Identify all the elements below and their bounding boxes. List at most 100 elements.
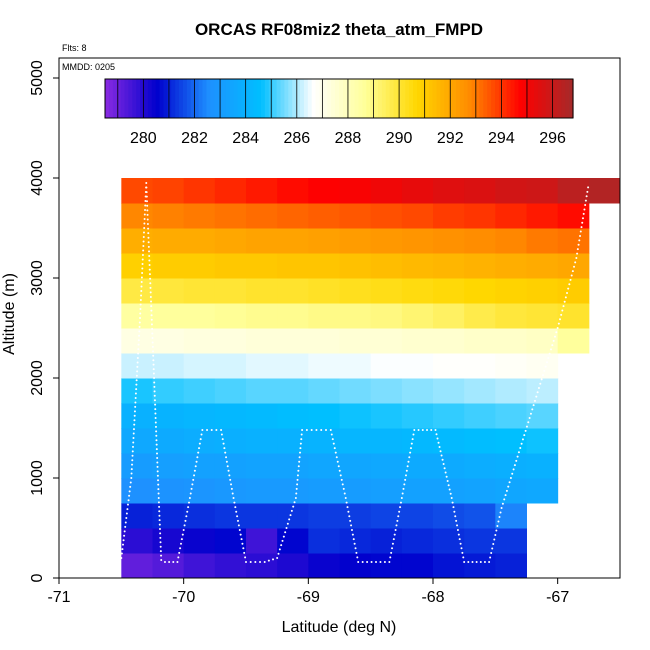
heatmap-cell	[401, 528, 434, 554]
track-point	[154, 403, 157, 406]
track-point	[155, 448, 158, 451]
colorbar-strip	[108, 79, 114, 118]
track-point	[159, 550, 162, 553]
track-point	[149, 295, 152, 298]
track-point	[563, 300, 566, 303]
heatmap-cell	[557, 303, 590, 329]
colorbar-strip	[300, 79, 305, 118]
track-point	[120, 557, 123, 559]
track-point	[184, 519, 187, 522]
track-point	[193, 469, 196, 472]
track-point	[129, 481, 132, 484]
colorbar-strip	[405, 79, 410, 118]
heatmap-cell	[308, 503, 340, 529]
track-point	[460, 547, 463, 550]
track-point	[345, 501, 348, 504]
heatmap-cell	[557, 203, 590, 229]
track-point	[577, 243, 580, 246]
track-point	[140, 276, 143, 279]
track-point	[152, 363, 155, 366]
track-point	[235, 510, 238, 513]
track-point	[491, 547, 494, 550]
y-tick-label: 5000	[29, 60, 46, 96]
heatmap-cell	[277, 178, 309, 204]
heatmap-cell	[214, 428, 247, 454]
heatmap-cell	[464, 328, 496, 354]
heatmap-cell	[464, 228, 496, 254]
colorbar-strip	[452, 79, 457, 118]
track-point	[135, 388, 138, 391]
colorbar-strip	[491, 79, 496, 118]
colorbar: 280 282 284 286 288 290 292 294 296	[104, 78, 574, 147]
heatmap-cell	[152, 503, 185, 529]
track-point	[134, 397, 137, 399]
track-point	[451, 501, 454, 504]
colorbar-tick-label: 290	[386, 130, 413, 147]
colorbar-strip	[194, 79, 200, 118]
heatmap-cell	[214, 503, 247, 529]
track-point	[567, 287, 570, 290]
track-point	[132, 428, 135, 431]
track-point	[143, 213, 146, 216]
track-point	[154, 412, 157, 415]
track-point	[351, 533, 354, 536]
colorbar-strip	[475, 79, 480, 118]
track-point	[195, 460, 198, 463]
track-point	[201, 429, 204, 431]
heatmap-cell	[339, 403, 372, 429]
track-point	[450, 497, 453, 499]
track-point	[150, 323, 153, 326]
track-point	[456, 529, 459, 531]
track-point	[375, 561, 378, 563]
track-point	[137, 348, 140, 351]
track-point	[157, 492, 160, 495]
track-point	[229, 478, 232, 481]
track-point	[123, 530, 126, 533]
track-point	[388, 561, 391, 563]
track-point	[395, 524, 398, 527]
heatmap-cell	[370, 403, 403, 429]
x-axis-label: Latitude (deg N)	[282, 619, 397, 636]
track-point	[305, 429, 308, 431]
heatmap-cell	[121, 528, 153, 554]
colorbar-strip	[526, 79, 531, 118]
track-point	[148, 264, 151, 267]
track-point	[130, 477, 133, 479]
track-point	[150, 314, 153, 317]
colorbar-strip	[210, 79, 215, 118]
track-point	[421, 429, 424, 431]
heatmap-cell	[214, 453, 247, 479]
heatmap-cell	[277, 228, 309, 254]
track-point	[552, 339, 555, 342]
track-point	[151, 327, 154, 330]
heatmap-cell	[277, 328, 309, 354]
track-point	[238, 529, 241, 531]
heatmap-cell	[464, 553, 496, 579]
x-tick-label: -69	[297, 589, 320, 606]
track-point	[215, 429, 218, 431]
track-point	[189, 492, 192, 495]
heatmap-cell	[401, 328, 434, 354]
heatmap-cell	[308, 403, 340, 429]
track-point	[408, 456, 411, 459]
track-point	[299, 442, 302, 445]
track-point	[225, 460, 228, 463]
x-axis: -71 -70 -69 -68 -67	[47, 578, 569, 606]
track-point	[447, 484, 450, 487]
track-point	[155, 443, 158, 446]
track-point	[412, 433, 415, 436]
heatmap-cell	[308, 278, 340, 304]
track-point	[409, 447, 412, 450]
chart-title: ORCAS RF08miz2 theta_atm_FMPD	[195, 20, 483, 39]
heatmap-cell	[339, 428, 372, 454]
heatmap-cell	[433, 203, 465, 229]
track-point	[521, 438, 524, 441]
heatmap-cell	[183, 278, 216, 304]
heatmap-cell	[526, 428, 559, 454]
track-point	[459, 542, 462, 545]
track-point	[533, 399, 536, 402]
track-point	[531, 408, 534, 411]
track-point	[159, 545, 162, 548]
track-point	[152, 359, 155, 362]
